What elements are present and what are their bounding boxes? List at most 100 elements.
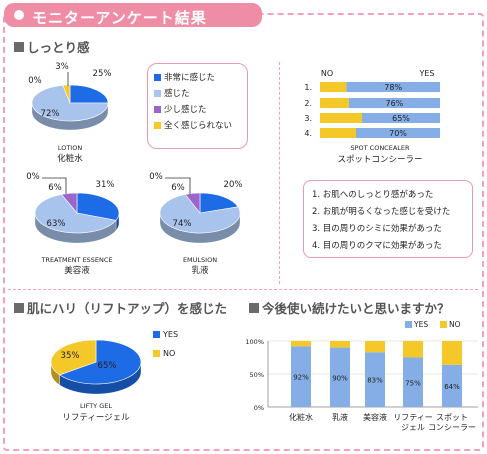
spot-category-label: 2. <box>304 99 312 108</box>
pie-leader-line <box>165 177 191 194</box>
legend-label: NO <box>449 320 461 329</box>
title-dot-icon <box>14 10 24 20</box>
legend-label: YES <box>162 330 178 339</box>
legend-swatch-blue <box>154 73 161 81</box>
pie-caption-en: EMULSION <box>183 256 217 264</box>
square-bullet-icon <box>14 41 24 52</box>
section-continue-label: 今後使い続けたいと思いますか？ <box>262 301 450 316</box>
continue-bar-label: 75% <box>405 379 421 387</box>
legend-label: NO <box>163 349 175 358</box>
pie-label: 3% <box>55 62 69 72</box>
legend-swatch-yes <box>405 321 412 328</box>
spot-bar-no <box>320 82 347 92</box>
spot-category-label: 3. <box>304 114 312 123</box>
section-moisture-label: しっとり感 <box>27 40 90 55</box>
pie-caption-en: LIFTY GEL <box>80 402 112 410</box>
spot-bar-label: 70% <box>389 129 407 138</box>
section-divider-horizontal <box>8 289 478 290</box>
continue-category-label: ジェル <box>401 423 425 432</box>
continue-bar-yes <box>403 357 423 407</box>
pie-slice <box>184 192 201 214</box>
page-title: モニターアンケート結果 <box>32 9 207 27</box>
pie-slice <box>199 192 239 214</box>
spot-bar-no <box>320 98 349 108</box>
pie-label: 63% <box>47 219 66 229</box>
continue-bar-yes <box>291 346 311 407</box>
y-tick-label: 50% <box>250 371 264 379</box>
continue-category-label: コンシーラー <box>428 423 476 432</box>
pie-label: 0% <box>28 76 42 86</box>
pie-label: 35% <box>61 351 80 361</box>
pie-treatment-essence <box>34 192 120 244</box>
legend-label: 非常に感じた <box>164 73 216 83</box>
pie-caption-en: LOTION <box>58 144 83 152</box>
spot-caption-en: SPOT CONCEALER <box>350 144 410 152</box>
spot-bar-yes <box>356 128 440 138</box>
pie-leader-line <box>42 177 67 194</box>
spot-bar-no <box>320 128 356 138</box>
section-lift-label: 肌にハリ（リフトアップ）を感じた <box>27 301 228 316</box>
continue-category-label: 美容液 <box>363 412 387 422</box>
section-heading-lift: 肌にハリ（リフトアップ）を感じた <box>14 298 227 317</box>
section-heading-moisture: しっとり感 <box>14 37 90 56</box>
pie-label: 72% <box>41 109 60 119</box>
legend-label: 感じた <box>164 89 190 99</box>
spot-legend-yes: YES <box>418 69 434 78</box>
spot-bar-label: 76% <box>386 99 404 108</box>
continue-category-label: 化粧水 <box>289 412 313 422</box>
continue-category-label: 乳液 <box>332 412 348 422</box>
pie-label: 6% <box>171 183 185 193</box>
pie-label: 74% <box>173 219 192 229</box>
legend-label: 少し感じた <box>164 105 207 115</box>
continue-category-label: スポット <box>436 413 468 422</box>
continue-bar-label: 90% <box>332 374 348 382</box>
pie-slice <box>34 194 117 234</box>
pie-label: 25% <box>93 69 112 79</box>
legend-swatch-yellow <box>153 350 160 357</box>
pie-label: 0% <box>149 172 163 182</box>
spot-bar-yes <box>348 98 440 108</box>
legend-item: 少し感じた <box>154 101 241 117</box>
continue-bar-no <box>442 341 462 365</box>
pie-label: 6% <box>48 183 62 193</box>
moisture-legend: 非常に感じた 感じた 少し感じた 全く感じられない <box>147 63 248 149</box>
pie-caption-en: TREATMENT ESSENCE <box>40 256 112 264</box>
pie-caption-jp: リフティージェル <box>62 413 130 423</box>
legend-swatch-yellow <box>154 121 161 129</box>
spot-category-label: 1. <box>304 83 312 92</box>
pie-slice <box>69 84 109 104</box>
spot-bar-yes <box>362 113 440 123</box>
pie-slice <box>31 85 109 122</box>
page-title-bar: モニターアンケート結果 <box>4 3 262 27</box>
legend-item: 全く感じられない <box>154 117 241 133</box>
continue-category-label: リフティー <box>393 413 433 422</box>
spot-bar-no <box>320 113 362 123</box>
continue-bar-no <box>403 341 423 358</box>
finding-item: 4. 目の周りのクマに効果があった <box>312 240 442 251</box>
pie-caption-jp: 美容液 <box>64 265 90 276</box>
spot-bar-label: 65% <box>392 114 410 123</box>
continue-bar-yes <box>330 347 350 407</box>
continue-bar-label: 64% <box>444 383 460 391</box>
spot-bar-yes <box>346 82 440 92</box>
spot-caption-jp: スポットコンシーラー <box>337 155 422 165</box>
pie-slice <box>50 339 97 376</box>
y-tick-label: 0% <box>254 404 264 412</box>
pie-label: 65% <box>98 361 117 371</box>
section-heading-continue: 今後使い続けたいと思いますか？ <box>249 298 450 317</box>
continue-bar-no <box>291 341 311 347</box>
legend-label: YES <box>413 320 428 329</box>
square-bullet-icon <box>14 302 24 313</box>
pie-slice <box>60 192 78 214</box>
findings-box: 1. お肌へのしっとり感があった 2. お肌が明るくなった感じを受けた 3. 目… <box>303 180 473 258</box>
pie-lifty-gel <box>50 339 142 395</box>
legend-swatch-light-blue <box>154 89 161 97</box>
finding-item: 3. 目の周りのシミに効果があった <box>312 223 442 234</box>
pie-label: 31% <box>96 180 115 190</box>
legend-swatch-no <box>440 321 447 328</box>
pie-emulsion <box>159 192 241 244</box>
continue-bar-label: 92% <box>293 374 309 382</box>
square-bullet-icon <box>249 302 259 313</box>
